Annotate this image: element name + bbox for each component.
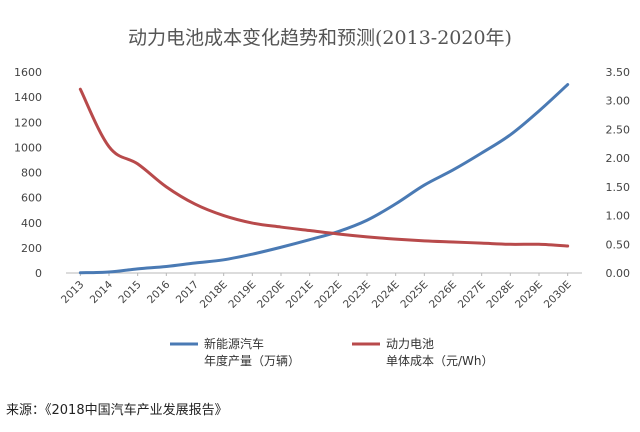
x-tick-label: 2027E <box>456 279 488 311</box>
x-tick-label: 2020E <box>255 279 287 311</box>
series-2-point <box>423 239 426 242</box>
axes: 0 200 400 600 800 1000 1200 1400 1600 0.00 0.50 1.0… <box>14 66 630 311</box>
series-2-point <box>308 229 311 232</box>
series-1-point <box>165 265 168 268</box>
series-2-point <box>136 162 139 165</box>
y-right-tick-label: 3.00 <box>606 95 631 108</box>
y-left-tick-label: 200 <box>21 242 42 255</box>
series-1-point <box>566 83 569 86</box>
y-right-tick-label: 2.50 <box>606 123 631 136</box>
series-2-point <box>79 88 82 91</box>
series-2-point <box>452 240 455 243</box>
x-tick-label: 2018E <box>198 279 230 311</box>
series-2-point <box>280 226 283 229</box>
legend-label: 单体成本（元/Wh） <box>386 354 494 368</box>
series-2-point <box>394 238 397 241</box>
series-2-point <box>538 243 541 246</box>
x-tick-label: 2016 <box>145 278 173 306</box>
y-left-tick-label: 1400 <box>14 91 42 104</box>
x-tick-label: 2029E <box>513 279 545 311</box>
x-tick-label: 2028E <box>484 279 516 311</box>
legend-label: 新能源汽车 <box>204 336 264 351</box>
x-tick-label: 2023E <box>341 279 373 311</box>
series-group <box>78 83 570 275</box>
x-tick-label: 2022E <box>312 279 344 311</box>
series-1-point <box>366 219 369 222</box>
y-left-tick-label: 800 <box>21 167 42 180</box>
series-1-point <box>194 261 197 264</box>
series-1-point <box>108 270 111 273</box>
series-1-point <box>280 246 283 249</box>
y-right-tick-label: 2.00 <box>606 152 631 165</box>
series-1-point <box>251 253 254 256</box>
series-1-point <box>509 133 512 136</box>
x-tick-label: 2019E <box>226 279 258 311</box>
y-left-tick-label: 1200 <box>14 116 42 129</box>
y-right-tick-label: 1.00 <box>606 210 631 223</box>
x-tick-label: 2015 <box>116 279 143 306</box>
chart-title: 动力电池成本变化趋势和预测(2013-2020年) <box>128 27 512 49</box>
series-1-point <box>136 267 139 270</box>
series-1-point <box>222 258 225 261</box>
series-1-point <box>452 168 455 171</box>
x-tick-label: 2024E <box>370 279 402 311</box>
y-right-tick-label: 0.00 <box>606 267 631 280</box>
series-1-point <box>308 238 311 241</box>
series-line-2 <box>78 87 570 248</box>
y-left-tick-label: 400 <box>21 217 42 230</box>
series-2-point <box>251 222 254 225</box>
x-tick-label: 2014 <box>88 278 116 306</box>
x-tick-label: 2030E <box>542 279 574 311</box>
y-right-tick-label: 0.50 <box>606 238 631 251</box>
series-2-point <box>566 245 569 248</box>
x-tick-label: 2021E <box>284 279 316 311</box>
legend-label: 年度产量（万辆） <box>204 353 300 368</box>
series-2-point <box>480 242 483 245</box>
y-left-tick-label: 1600 <box>14 66 42 79</box>
series-1-point <box>423 184 426 187</box>
y-left-tick-label: 1000 <box>14 141 42 154</box>
series-1-point <box>79 271 82 274</box>
series-1-point <box>394 202 397 205</box>
series-1-point <box>480 152 483 155</box>
series-2-point <box>509 243 512 246</box>
x-tick-label: 2026E <box>427 279 459 311</box>
series-2-point <box>194 203 197 206</box>
source-note: 来源：《2018中国汽车产业发展报告》 <box>6 403 228 418</box>
series-2-point <box>108 145 111 148</box>
y-right-tick-label: 3.50 <box>606 66 631 79</box>
legend-label: 动力电池 <box>386 337 434 351</box>
x-tick-label: 2025E <box>398 279 430 311</box>
series-2-point <box>165 185 168 188</box>
y-right-tick-label: 1.50 <box>606 181 631 194</box>
series-1-point <box>538 109 541 112</box>
series-2-point <box>337 232 340 235</box>
series-2-point <box>222 214 225 217</box>
x-tick-label: 2013 <box>59 279 86 306</box>
y-left-tick-label: 0 <box>35 267 42 280</box>
y-left-tick-label: 600 <box>21 192 42 205</box>
series-line-1 <box>78 83 570 275</box>
series-2-point <box>366 235 369 238</box>
